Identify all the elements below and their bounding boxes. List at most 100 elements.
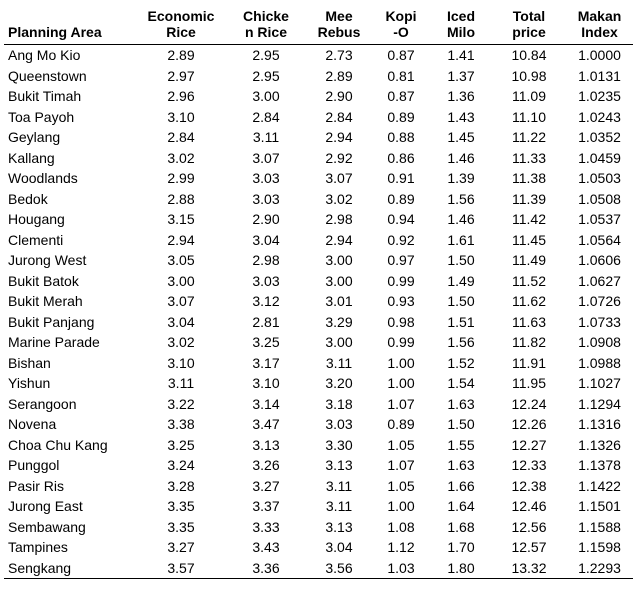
price-cell: 0.89 xyxy=(387,416,415,432)
price-cell: 3.03 xyxy=(252,190,280,207)
price-cell: 3.00 xyxy=(167,272,195,289)
price-cell: 11.82 xyxy=(512,334,546,350)
price-cell: 3.33 xyxy=(252,518,280,535)
area-name: Bukit Timah xyxy=(8,88,82,104)
price-cell: 1.0508 xyxy=(578,190,621,207)
area-name: Pasir Ris xyxy=(8,477,65,494)
table-row: Kallang 3.02 3.07 2.92 0.86 1.46 11.33 1.0459 xyxy=(4,148,633,169)
price-cell: 1.0627 xyxy=(578,272,621,289)
price-cell: 1.46 xyxy=(447,149,475,166)
price-cell: 2.98 xyxy=(252,252,280,268)
price-cell: 1.64 xyxy=(447,498,475,514)
price-cell: 1.56 xyxy=(447,334,475,350)
price-cell: 1.39 xyxy=(447,170,475,186)
price-cell: 3.57 xyxy=(136,557,226,579)
price-cell: 3.15 xyxy=(167,211,195,227)
price-cell: 1.55 xyxy=(447,436,475,453)
table-row: Yishun 3.11 3.10 3.20 1.00 1.54 11.95 1.1027 xyxy=(4,373,633,394)
area-name: Jurong East xyxy=(8,498,83,514)
price-cell: 1.51 xyxy=(447,313,475,330)
price-cell: 1.49 xyxy=(447,272,475,289)
price-cell: 10.98 xyxy=(511,67,547,84)
price-cell: 1.46 xyxy=(447,211,475,227)
price-cell: 3.00 xyxy=(252,88,280,104)
price-cell: 0.99 xyxy=(387,272,415,289)
price-cell: 3.11 xyxy=(325,354,353,371)
column-header: Kopi -O xyxy=(372,8,430,45)
price-cell: 1.1501 xyxy=(578,498,621,514)
area-name: Punggol xyxy=(8,457,60,473)
area-name: Toa Payoh xyxy=(8,108,75,125)
price-cell: 13.32 xyxy=(492,557,566,579)
price-cell: 1.1326 xyxy=(578,436,621,453)
price-cell: 2.99 xyxy=(167,170,195,186)
price-cell: 1.0243 xyxy=(578,108,621,125)
price-cell: 3.13 xyxy=(325,518,353,535)
price-cell: 12.57 xyxy=(511,539,547,555)
area-name: Choa Chu Kang xyxy=(8,436,108,453)
table-row: Geylang 2.84 3.11 2.94 0.88 1.45 11.22 1.0352 xyxy=(4,127,633,148)
price-cell: 0.94 xyxy=(387,211,415,227)
price-cell: 2.88 xyxy=(167,190,195,207)
price-cell: 3.05 xyxy=(167,252,195,268)
area-name: Clementi xyxy=(8,231,64,248)
price-cell: 1.0564 xyxy=(578,231,621,248)
price-cell: 0.81 xyxy=(387,67,415,84)
price-cell: 3.03 xyxy=(252,272,280,289)
price-cell: 1.41 xyxy=(447,47,475,63)
price-cell: 3.03 xyxy=(325,416,353,432)
price-cell: 3.30 xyxy=(325,436,353,453)
price-cell: 12.27 xyxy=(511,436,547,453)
price-cell: 0.86 xyxy=(387,149,415,166)
price-cell: 3.00 xyxy=(325,272,353,289)
table-row: Bukit Panjang 3.04 2.81 3.29 0.98 1.51 11.63 1.… xyxy=(4,312,633,333)
price-cell: 12.26 xyxy=(511,416,547,432)
price-cell: 3.02 xyxy=(167,149,195,166)
area-name: Geylang xyxy=(8,129,61,145)
price-cell: 3.38 xyxy=(167,416,195,432)
area-name: Sengkang xyxy=(4,557,136,579)
price-cell: 1.0235 xyxy=(578,88,621,104)
price-cell: 1.56 xyxy=(447,190,475,207)
price-cell: 3.18 xyxy=(325,395,353,412)
area-name: Bukit Panjang xyxy=(8,313,95,330)
price-cell: 3.00 xyxy=(325,252,353,268)
price-cell: 3.26 xyxy=(252,457,280,473)
price-cell: 1.0352 xyxy=(578,129,621,145)
table-row: Clementi 2.94 3.04 2.94 0.92 1.61 11.45 1.0564 xyxy=(4,230,633,251)
price-cell: 2.84 xyxy=(325,108,353,125)
price-cell: 11.38 xyxy=(512,170,546,186)
price-cell: 12.38 xyxy=(511,477,547,494)
price-cell: 1.05 xyxy=(387,477,415,494)
price-cell: 2.97 xyxy=(167,67,195,84)
price-cell: 1.00 xyxy=(387,354,415,371)
price-cell: 11.42 xyxy=(512,211,546,227)
price-cell: 1.1422 xyxy=(578,477,621,494)
price-cell: 1.63 xyxy=(447,457,475,473)
price-cell: 12.56 xyxy=(511,518,547,535)
price-cell: 1.0537 xyxy=(578,211,621,227)
price-cell: 3.12 xyxy=(252,293,280,309)
table-row: Novena 3.38 3.47 3.03 0.89 1.50 12.26 1.1316 xyxy=(4,414,633,435)
price-cell: 2.89 xyxy=(167,47,195,63)
price-cell: 3.25 xyxy=(167,436,195,453)
price-cell: 1.63 xyxy=(447,395,475,412)
column-header: Planning Area xyxy=(4,8,136,45)
price-cell: 3.35 xyxy=(167,518,195,535)
price-cell: 3.11 xyxy=(325,477,353,494)
price-cell: 3.22 xyxy=(167,395,195,412)
column-header: Total price xyxy=(492,8,566,45)
price-cell: 1.66 xyxy=(447,477,475,494)
price-cell: 3.10 xyxy=(167,108,195,125)
price-cell: 11.52 xyxy=(512,272,546,289)
table-row: Toa Payoh 3.10 2.84 2.84 0.89 1.43 11.10 1.0243 xyxy=(4,107,633,128)
price-cell: 3.29 xyxy=(325,313,353,330)
area-name: Bedok xyxy=(8,190,48,207)
price-cell: 2.84 xyxy=(252,108,280,125)
price-cell: 0.89 xyxy=(387,190,415,207)
price-cell: 3.56 xyxy=(306,557,372,579)
column-header: Chicke n Rice xyxy=(226,8,306,45)
price-cell: 3.27 xyxy=(252,477,280,494)
table-row: Pasir Ris 3.28 3.27 3.11 1.05 1.66 12.38 1.1422 xyxy=(4,476,633,497)
